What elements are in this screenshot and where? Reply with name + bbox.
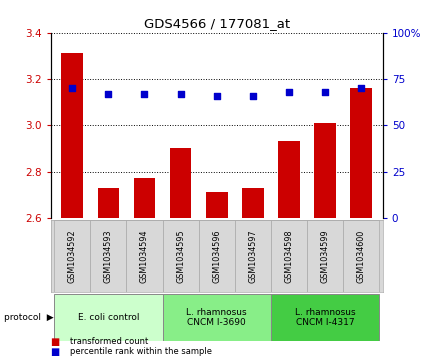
Text: transformed count: transformed count — [70, 337, 149, 346]
Point — [249, 93, 257, 98]
Bar — [278, 142, 300, 218]
Text: GSM1034597: GSM1034597 — [248, 229, 257, 283]
Text: GSM1034600: GSM1034600 — [357, 229, 366, 282]
Text: protocol  ▶: protocol ▶ — [4, 313, 54, 322]
Text: GSM1034599: GSM1034599 — [320, 229, 330, 283]
Text: percentile rank within the sample: percentile rank within the sample — [70, 347, 213, 356]
Text: ■: ■ — [51, 347, 60, 357]
Bar — [62, 53, 83, 218]
Bar — [198, 220, 235, 292]
Bar — [54, 220, 90, 292]
Bar — [307, 220, 343, 292]
Point — [105, 91, 112, 97]
Text: ■: ■ — [51, 337, 60, 347]
Text: GSM1034596: GSM1034596 — [212, 229, 221, 283]
Bar — [170, 148, 191, 218]
Bar — [350, 88, 372, 218]
Bar — [98, 188, 119, 218]
Text: GSM1034598: GSM1034598 — [284, 229, 293, 283]
Bar — [271, 220, 307, 292]
Bar — [162, 220, 198, 292]
Text: GSM1034593: GSM1034593 — [104, 229, 113, 283]
Text: GSM1034594: GSM1034594 — [140, 229, 149, 283]
Bar — [54, 294, 162, 341]
Bar — [126, 220, 162, 292]
Text: GSM1034592: GSM1034592 — [68, 229, 77, 283]
Point — [141, 91, 148, 97]
Point — [213, 93, 220, 98]
Bar — [343, 220, 379, 292]
Bar — [235, 220, 271, 292]
Point — [358, 85, 365, 91]
Bar — [242, 188, 264, 218]
Point — [69, 85, 76, 91]
Point — [177, 91, 184, 97]
Text: L. rhamnosus
CNCM I-3690: L. rhamnosus CNCM I-3690 — [187, 308, 247, 327]
Bar — [162, 294, 271, 341]
Bar — [134, 179, 155, 218]
Title: GDS4566 / 177081_at: GDS4566 / 177081_at — [143, 17, 290, 30]
Point — [322, 89, 329, 95]
Text: L. rhamnosus
CNCM I-4317: L. rhamnosus CNCM I-4317 — [295, 308, 356, 327]
Bar — [314, 123, 336, 218]
Point — [286, 89, 293, 95]
Bar — [206, 192, 227, 218]
Text: GSM1034595: GSM1034595 — [176, 229, 185, 283]
Bar — [271, 294, 379, 341]
Text: E. coli control: E. coli control — [77, 313, 139, 322]
Bar — [90, 220, 126, 292]
